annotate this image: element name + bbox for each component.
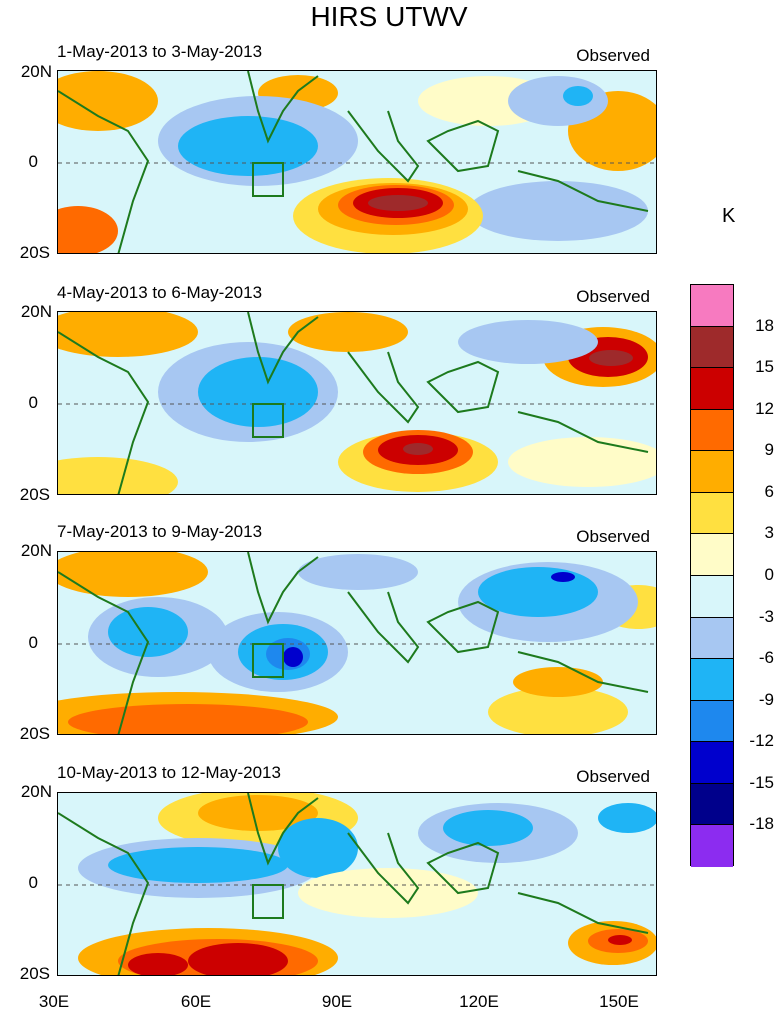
- colorbar-cell: [691, 368, 733, 410]
- panel-2-date: 4-May-2013 to 6-May-2013: [57, 283, 263, 302]
- map-panel-3: [57, 551, 657, 735]
- lat-label: 20N: [20, 782, 52, 801]
- lon-label: 120E: [459, 992, 499, 1011]
- colorbar-label: -15: [749, 772, 774, 792]
- colorbar-cell: [691, 285, 733, 327]
- colorbar-cell: [691, 534, 733, 576]
- colorbar-cell: [691, 326, 733, 369]
- colorbar-cell: [691, 825, 733, 867]
- lat-label: 0: [28, 873, 38, 892]
- colorbar-label: -12: [749, 731, 774, 751]
- lat-label: 0: [28, 633, 38, 652]
- colorbar-cell: [691, 451, 733, 493]
- colorbar-cell: [691, 742, 733, 784]
- panel-4-date: 10-May-2013 to 12-May-2013: [57, 763, 281, 782]
- panel-1-tag: Observed: [576, 46, 650, 65]
- colorbar-label: 12: [755, 398, 774, 418]
- colorbar-cell: [691, 617, 733, 660]
- colorbar-label: -3: [758, 606, 774, 626]
- lat-label: 20S: [19, 243, 50, 262]
- colorbar-cell: [691, 783, 733, 826]
- colorbar: [690, 284, 734, 867]
- lon-label: 90E: [321, 992, 353, 1011]
- panel-4-tag: Observed: [576, 767, 650, 786]
- colorbar-cell: [691, 659, 733, 701]
- lon-label: 150E: [599, 992, 639, 1011]
- colorbar-label: 18: [755, 315, 774, 335]
- colorbar-cell: [691, 575, 733, 618]
- colorbar-cell: [691, 700, 733, 743]
- colorbar-label: 6: [764, 481, 774, 501]
- panel-3-date: 7-May-2013 to 9-May-2013: [57, 522, 263, 541]
- lat-label: 0: [28, 152, 38, 171]
- colorbar-cell: [691, 492, 733, 535]
- figure-title: HIRS UTWV: [310, 1, 468, 32]
- colorbar-label: -9: [758, 689, 774, 709]
- colorbar-label: 3: [764, 523, 774, 543]
- lat-label: 20S: [19, 964, 50, 983]
- lat-label: 0: [28, 393, 38, 412]
- colorbar-label: 0: [764, 565, 774, 584]
- panel-2-tag: Observed: [576, 287, 650, 306]
- colorbar-unit: K: [722, 205, 736, 227]
- panel-1-date: 1-May-2013 to 3-May-2013: [57, 42, 263, 61]
- lat-label: 20S: [19, 485, 50, 504]
- lon-label: 60E: [180, 992, 212, 1011]
- lon-label: 30E: [38, 992, 70, 1011]
- lat-label: 20N: [20, 62, 52, 81]
- colorbar-label: 15: [755, 357, 774, 377]
- colorbar-cell: [691, 409, 733, 452]
- map-panel-4: [57, 792, 657, 976]
- lat-label: 20S: [19, 724, 50, 743]
- colorbar-label: -6: [758, 648, 774, 668]
- lat-label: 20N: [20, 302, 52, 321]
- colorbar-label: 9: [764, 440, 774, 460]
- map-panel-2: [57, 311, 657, 495]
- colorbar-label: -18: [749, 814, 774, 834]
- panel-3-tag: Observed: [576, 527, 650, 546]
- map-panel-1: [57, 70, 657, 254]
- lat-label: 20N: [20, 541, 52, 560]
